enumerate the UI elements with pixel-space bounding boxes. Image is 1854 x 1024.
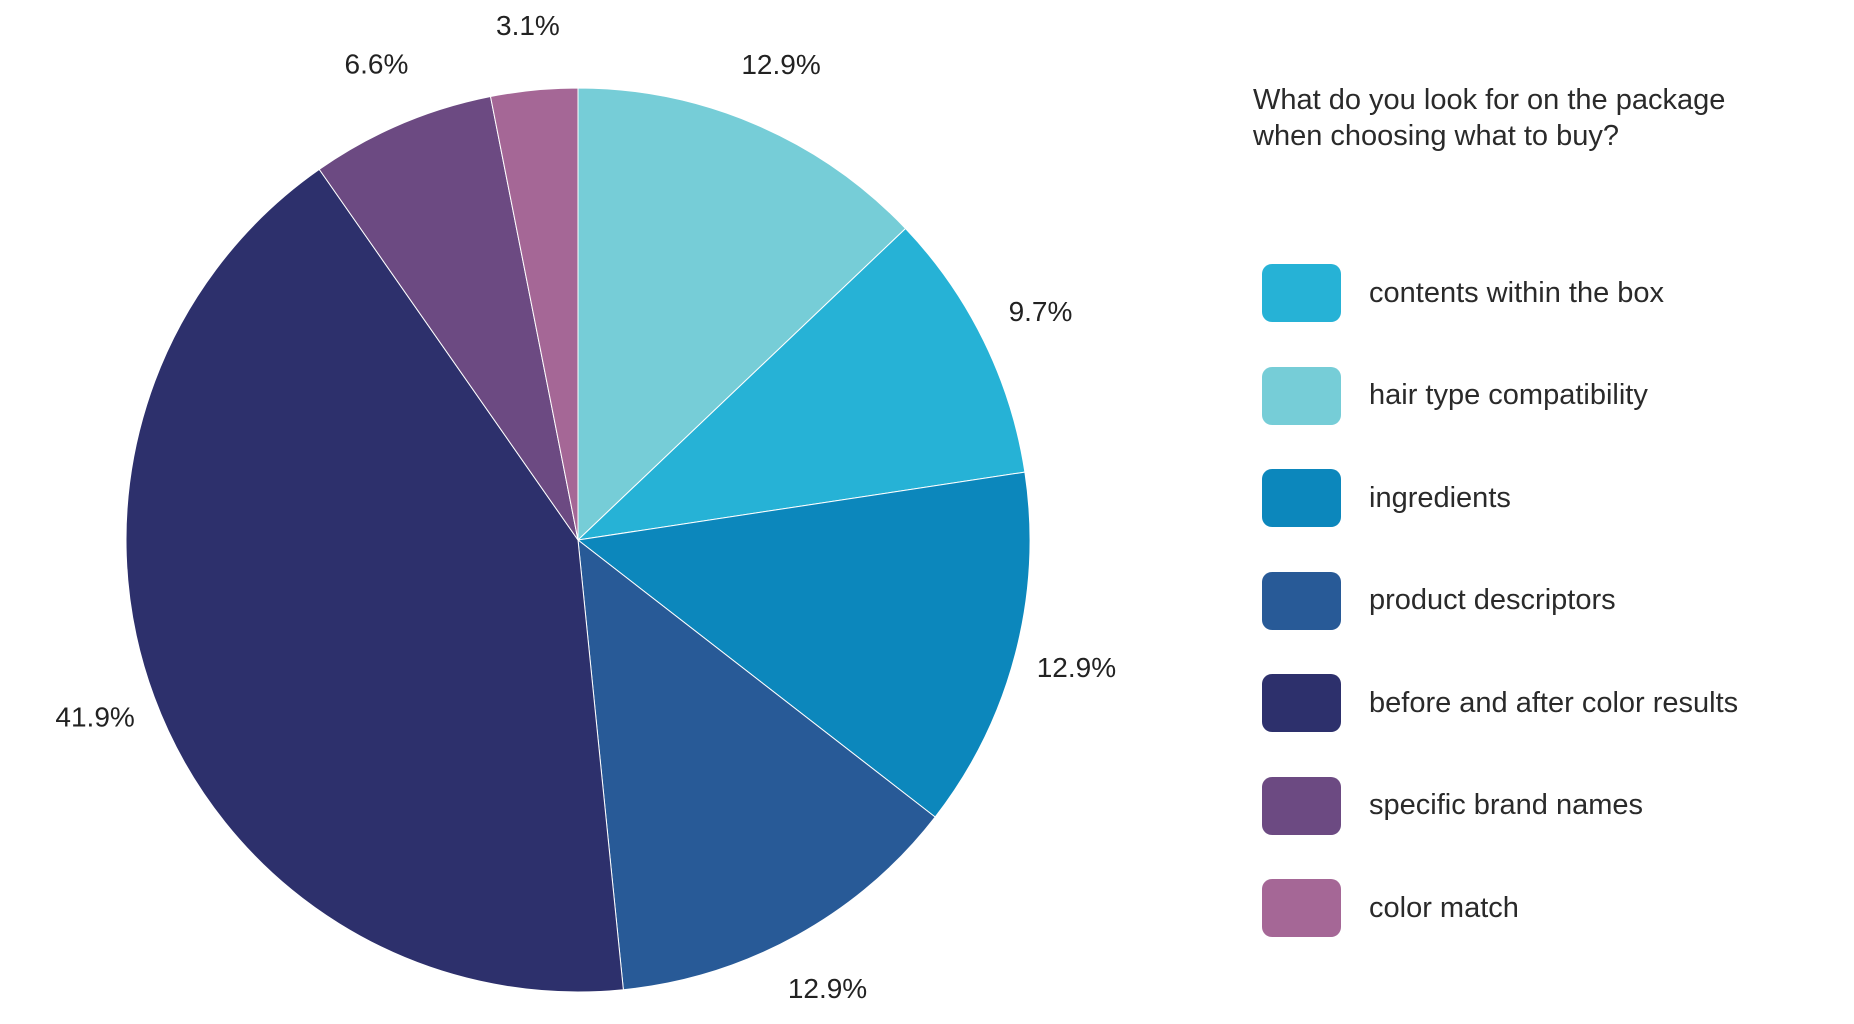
slice-value-label: 12.9% <box>1037 652 1116 683</box>
slice-value-label: 12.9% <box>788 973 867 1004</box>
slice-value-label: 3.1% <box>496 10 560 41</box>
legend-label: hair type compatibility <box>1369 379 1648 411</box>
legend-label: ingredients <box>1369 481 1511 514</box>
legend-swatch <box>1262 366 1341 425</box>
pie-slice-contents-within-the-box <box>576 227 1026 541</box>
legend-item-contents-within-the-box: contents within the box <box>1262 264 1738 322</box>
slice-value-label: 9.7% <box>1009 296 1073 327</box>
chart-title: What do you look for on the package when… <box>1253 84 1726 152</box>
legend-label: contents within the box <box>1369 276 1665 309</box>
legend-swatch <box>1262 776 1341 835</box>
slice-value-label: 12.9% <box>741 49 820 80</box>
legend-swatch <box>1262 469 1341 527</box>
chart-legend: contents within the box hair type compati… <box>1262 264 1738 982</box>
legend-item-hair-type-compatibility: hair type compatibility <box>1262 366 1738 425</box>
legend-label: specific brand names <box>1369 789 1644 821</box>
legend-label: before and after color results <box>1369 686 1739 719</box>
legend-swatch <box>1262 264 1341 322</box>
legend-item-before-and-after-color-results: before and after color results <box>1262 674 1738 732</box>
pie-slice-hair-type-compatibility <box>577 87 907 542</box>
pie-slice-specific-brand-names <box>318 95 579 541</box>
legend-item-color-match: color match <box>1262 879 1738 937</box>
legend-item-specific-brand-names: specific brand names <box>1262 776 1738 835</box>
legend-swatch <box>1262 879 1341 937</box>
pie-slice-ingredients <box>576 471 1031 818</box>
pie-slice-product-descriptors <box>577 538 936 991</box>
slice-value-label: 6.6% <box>345 48 409 79</box>
legend-swatch <box>1262 674 1341 732</box>
pie-slice-before-and-after-color-results <box>125 168 624 993</box>
pie-chart: 12.9% 9.7% 12.9% 12.9% 41.9% 6.6% 3.1% <box>55 10 1116 1004</box>
legend-swatch <box>1262 571 1341 630</box>
pie-slice-color-match <box>489 87 579 541</box>
legend-label: product descriptors <box>1369 584 1616 616</box>
pie-value-labels: 12.9% 9.7% 12.9% 12.9% 41.9% 6.6% 3.1% <box>55 10 1116 1004</box>
legend-item-ingredients: ingredients <box>1262 469 1738 527</box>
legend-label: color match <box>1369 891 1519 924</box>
pie-slices <box>125 87 1031 993</box>
legend-item-product-descriptors: product descriptors <box>1262 571 1738 630</box>
slice-value-label: 41.9% <box>55 701 134 732</box>
